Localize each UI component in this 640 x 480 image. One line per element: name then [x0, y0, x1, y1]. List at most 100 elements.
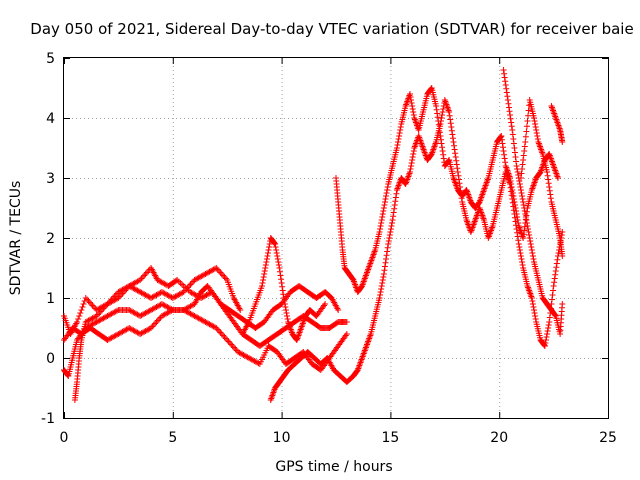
- data-point: [283, 310, 290, 316]
- data-point: [545, 176, 552, 183]
- data-point: [498, 136, 505, 143]
- data-point: [263, 256, 270, 262]
- data-point: [559, 139, 566, 145]
- data-point: [517, 184, 524, 190]
- data-point: [517, 187, 524, 193]
- data-point: [457, 184, 464, 190]
- data-point: [448, 127, 455, 134]
- data-point: [546, 319, 553, 325]
- data-point: [392, 194, 399, 201]
- data-point: [552, 312, 559, 319]
- data-point: [437, 118, 444, 124]
- data-point: [112, 292, 119, 298]
- data-point: [272, 244, 279, 250]
- data-point: [260, 274, 267, 280]
- data-point: [514, 229, 521, 236]
- y-tick-label: 4: [46, 111, 55, 127]
- data-point: [448, 124, 455, 130]
- data-point: [381, 202, 388, 208]
- data-point: [396, 133, 403, 139]
- data-point: [544, 172, 551, 179]
- data-point: [509, 196, 516, 202]
- data-point: [114, 307, 121, 314]
- data-point: [533, 130, 540, 136]
- data-point: [525, 229, 532, 235]
- data-point: [512, 218, 519, 225]
- data-point: [553, 264, 560, 271]
- data-point: [519, 259, 526, 265]
- data-point: [542, 337, 549, 343]
- data-point: [409, 106, 416, 112]
- data-point: [409, 157, 416, 163]
- data-point: [388, 223, 395, 229]
- data-point: [526, 235, 533, 241]
- data-point: [531, 310, 538, 316]
- data-point: [265, 247, 272, 253]
- data-point: [392, 198, 399, 205]
- data-point: [221, 274, 228, 280]
- data-point: [168, 307, 175, 314]
- data-point: [279, 287, 286, 294]
- data-point: [553, 260, 560, 267]
- data-point: [452, 150, 459, 157]
- data-point: [82, 295, 89, 301]
- data-point: [452, 154, 459, 160]
- x-tick-label: 5: [168, 430, 177, 446]
- data-point: [546, 314, 553, 321]
- data-point: [521, 143, 528, 150]
- data-point: [228, 341, 235, 348]
- data-point: [74, 319, 81, 325]
- data-point: [384, 244, 391, 251]
- data-point: [378, 220, 385, 226]
- data-point: [534, 136, 541, 142]
- data-point: [381, 267, 388, 274]
- data-point: [554, 175, 561, 181]
- data-point: [407, 94, 414, 100]
- data-point: [527, 241, 534, 247]
- data-point: [528, 247, 535, 253]
- data-point: [447, 116, 454, 123]
- data-point: [79, 304, 86, 310]
- data-point: [507, 184, 514, 191]
- data-point: [266, 241, 273, 247]
- data-point: [156, 316, 163, 322]
- data-point: [547, 195, 554, 202]
- data-point: [276, 265, 283, 271]
- data-point: [449, 135, 456, 142]
- data-point: [410, 151, 417, 157]
- data-point: [506, 108, 513, 115]
- data-point: [531, 118, 538, 124]
- data-point: [514, 169, 521, 175]
- data-point: [551, 275, 558, 282]
- data-point: [187, 281, 194, 288]
- data-point: [217, 269, 224, 276]
- data-point: [505, 100, 512, 107]
- data-point: [408, 100, 415, 106]
- data-point: [508, 123, 515, 130]
- data-point: [524, 118, 531, 124]
- y-tick-label: 3: [46, 171, 55, 187]
- data-point: [439, 144, 446, 151]
- data-point: [383, 256, 390, 262]
- data-point: [503, 85, 510, 92]
- data-point: [282, 307, 289, 313]
- data-point: [518, 256, 525, 262]
- data-point: [85, 298, 92, 304]
- data-point: [272, 241, 279, 247]
- data-point: [512, 154, 519, 160]
- data-point: [273, 247, 280, 253]
- data-point: [510, 203, 517, 210]
- data-point: [377, 289, 384, 295]
- data-point: [433, 106, 440, 113]
- data-point: [281, 298, 288, 304]
- data-point: [379, 214, 386, 220]
- data-point: [263, 259, 270, 265]
- data-point: [529, 298, 536, 304]
- data-point: [78, 307, 85, 313]
- data-point: [386, 235, 393, 241]
- data-point: [530, 304, 537, 310]
- data-point: [139, 274, 146, 280]
- data-point: [434, 110, 441, 117]
- data-point: [217, 329, 224, 336]
- data-point: [391, 202, 398, 208]
